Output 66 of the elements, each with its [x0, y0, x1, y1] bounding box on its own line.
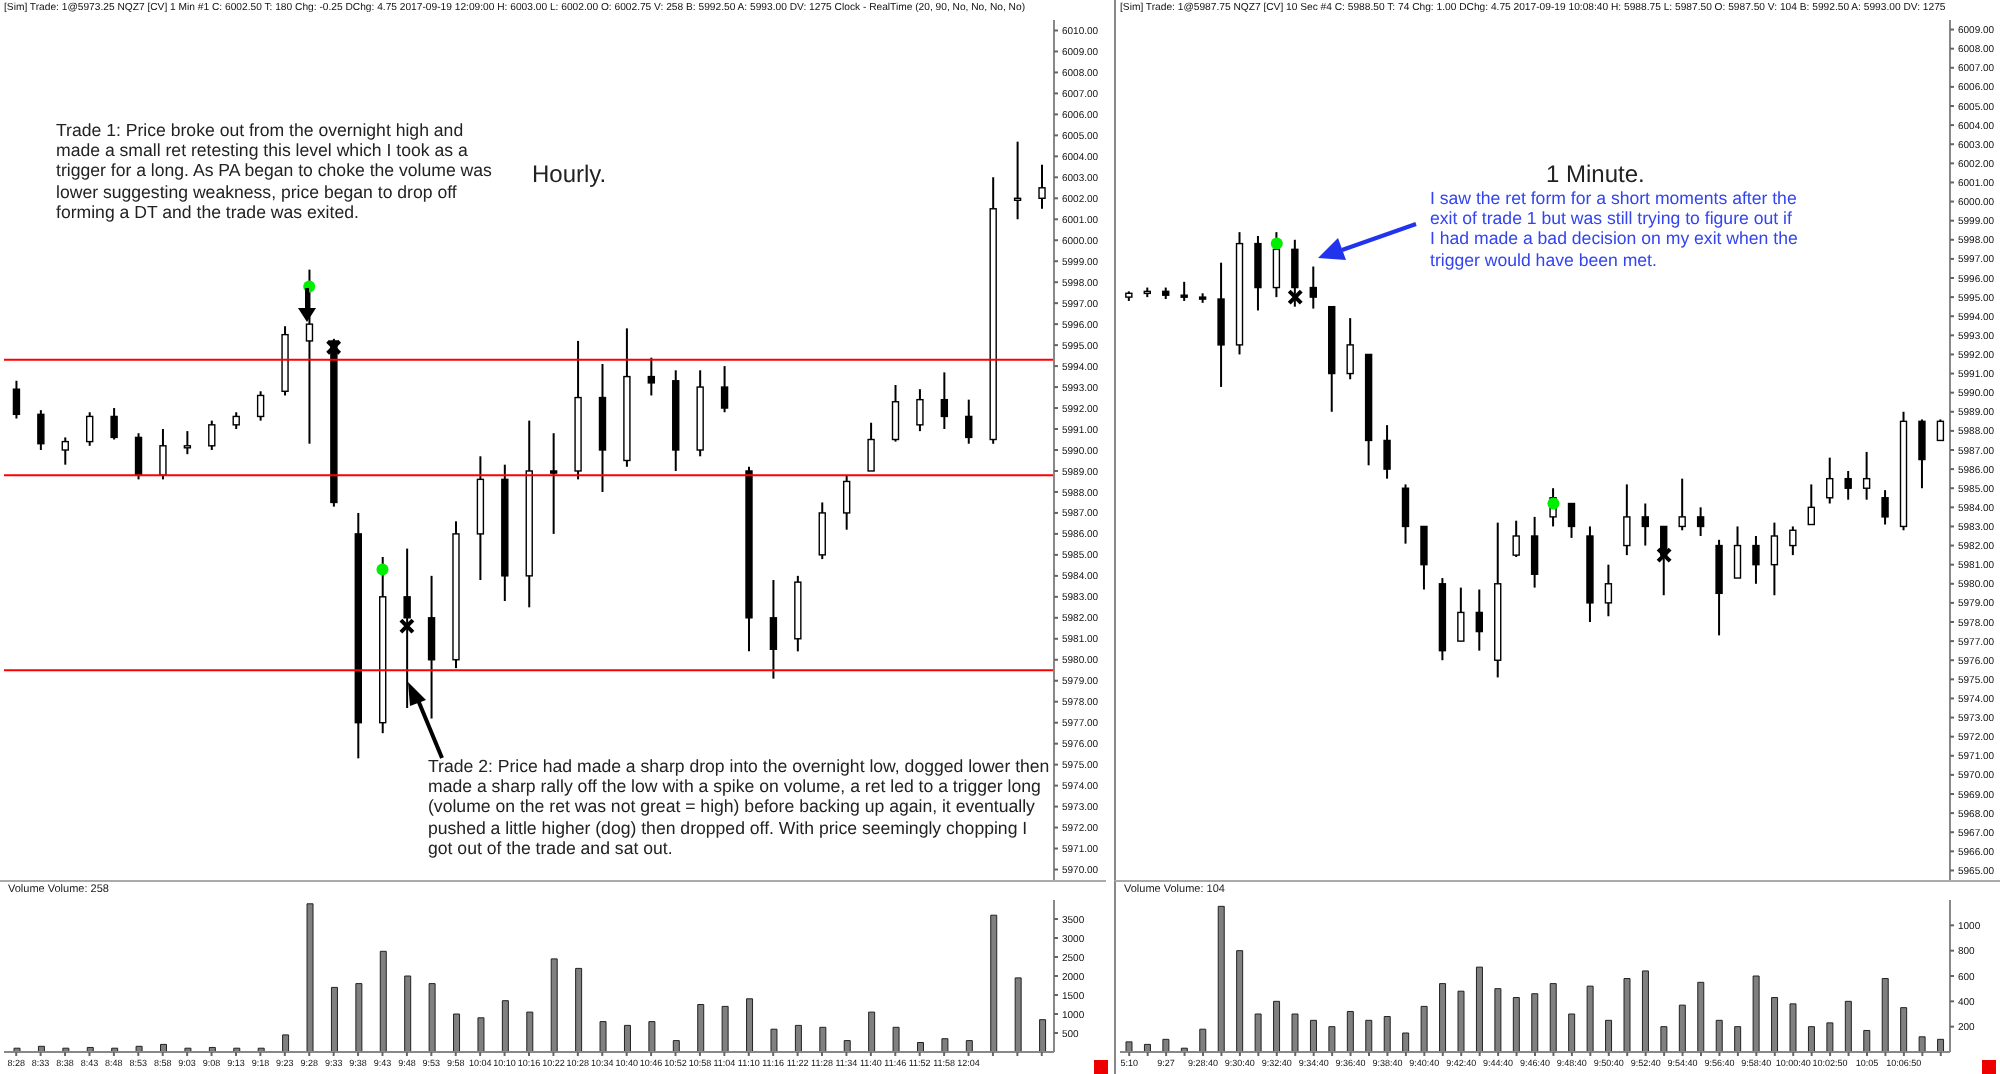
candlestick: [256, 390, 265, 422]
candlestick: [1604, 563, 1613, 618]
point: [1287, 289, 1304, 306]
candlestick: [1383, 424, 1391, 480]
candlestick: [1789, 525, 1797, 557]
candlestick: [183, 430, 192, 456]
candlestick: [1272, 231, 1281, 299]
text: Hourly.: [532, 160, 607, 188]
candlestick: [1862, 450, 1871, 501]
candlestick: [1623, 483, 1631, 557]
candlestick: [1881, 489, 1889, 526]
candlestick: [769, 579, 778, 680]
annotation: Trade 2: Price had made a sharp drop into the overnight low, dogged lower then made a sharp rally off the low with a spike on volume, a ret led to a trigger long (volume on the ret was not great = high) before backing up again, it eventually pushed a little higher (dog) then dropped off. With price seemingly chopping I got out of the trade and sat out.: [428, 756, 1052, 859]
point: [1270, 237, 1283, 250]
candlestick: [1770, 521, 1779, 597]
candlestick: [1530, 515, 1539, 589]
candlestick: [1457, 586, 1465, 643]
text: 1 Minute.: [1546, 160, 1645, 188]
candlestick: [965, 398, 973, 445]
point: [376, 563, 389, 576]
candlestick: [1346, 317, 1354, 381]
annotation: Trade 1: Price broke out from the overnight high and made a small ret retesting this level which I took as a trigger for a long. As PA began to choke the volume was lower suggesting weakness, price began to drop off forming a DT and the trade was exited.: [56, 120, 494, 223]
candlestick: [1807, 483, 1815, 526]
candlestick: [1826, 456, 1834, 505]
candlestick: [1309, 265, 1317, 310]
candlestick: [86, 411, 94, 447]
candlestick: [1180, 280, 1188, 302]
candlestick: [61, 436, 69, 466]
candlestick: [427, 574, 436, 720]
candlestick: [110, 407, 118, 441]
candlestick: [1420, 525, 1428, 591]
candlestick: [1254, 234, 1262, 312]
candlestick: [1641, 502, 1649, 547]
candlestick: [940, 371, 949, 431]
candlestick: [818, 501, 826, 561]
candlestick: [1475, 588, 1483, 652]
candlestick: [208, 419, 216, 451]
candlestick: [1733, 525, 1742, 580]
candlestick: [1567, 502, 1576, 539]
candlestick: [134, 432, 143, 481]
candlestick: [1696, 506, 1705, 537]
candlestick: [1844, 470, 1852, 501]
point: [398, 618, 415, 635]
candlestick: [1512, 519, 1520, 559]
candlestick: [842, 474, 851, 531]
annotation: I saw the ret form for a short moments after the exit of trade 1 but was still trying to figure out if I had made a bad decision on my exit when the trigger would have been met.: [1430, 188, 1800, 270]
candlestick: [1013, 140, 1022, 221]
candlestick: [647, 356, 656, 397]
candlestick: [1918, 418, 1926, 490]
candlestick: [1678, 477, 1686, 532]
candlestick: [12, 379, 21, 420]
candlestick: [1038, 163, 1046, 210]
candlestick: [891, 383, 900, 443]
candlestick: [1936, 418, 1945, 442]
candlestick: [549, 432, 558, 535]
candlestick: [1401, 483, 1410, 545]
point: [1656, 547, 1673, 564]
candlestick: [159, 428, 167, 481]
candlestick: [720, 365, 729, 414]
candlestick: [1217, 261, 1225, 388]
point: [1547, 497, 1560, 510]
candlestick: [1715, 538, 1723, 637]
candlestick: [916, 388, 924, 433]
candlestick: [37, 409, 45, 451]
candlestick: [867, 421, 875, 472]
candlestick: [1752, 535, 1760, 585]
